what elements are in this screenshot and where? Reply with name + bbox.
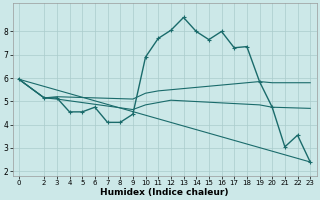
X-axis label: Humidex (Indice chaleur): Humidex (Indice chaleur): [100, 188, 229, 197]
